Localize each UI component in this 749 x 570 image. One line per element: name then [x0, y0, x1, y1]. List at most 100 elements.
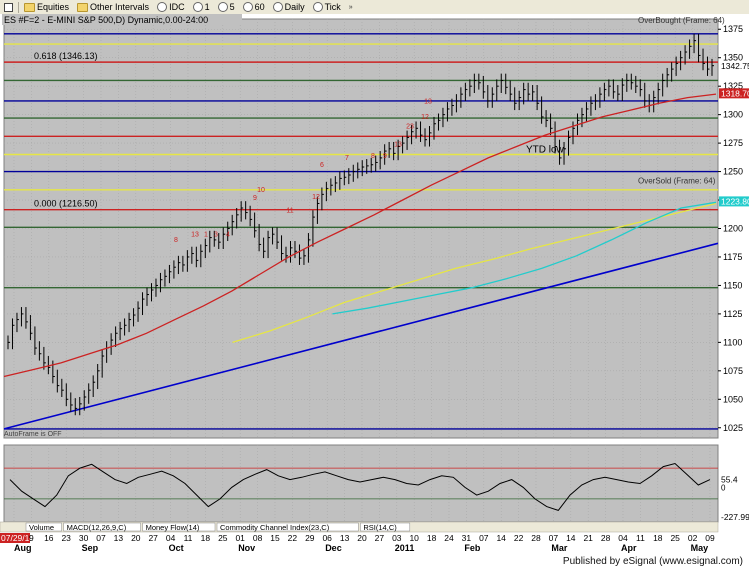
interval-60-label: 60	[254, 2, 265, 12]
oscillator-panel-background	[3, 444, 719, 523]
footer: Published by eSignal (www.esignal.com)	[0, 555, 749, 570]
price-marker-box	[719, 60, 749, 71]
y-tick-label: 1200	[723, 224, 743, 234]
chevron-right-icon: »	[348, 3, 353, 11]
price-marker-box	[719, 196, 749, 207]
autoframe-label: AutoFrame is OFF	[4, 431, 62, 438]
daily-button[interactable]: Daily	[269, 1, 309, 14]
interval-dot-icon	[217, 2, 228, 12]
x-tick-label: 31	[462, 533, 472, 543]
x-tick-label: 18	[201, 533, 211, 543]
oversold-label: OverSold (Frame: 64)	[638, 177, 716, 186]
sequence-count-label: 4	[226, 231, 230, 238]
x-month-label: May	[691, 543, 709, 553]
pin-icon	[4, 2, 13, 12]
indicator-tab-label: Commodity Channel Index(23,C)	[220, 523, 330, 532]
interval-dot-icon	[312, 2, 323, 12]
x-tick-label: 07	[549, 533, 559, 543]
other-intervals-folder-button[interactable]: Other Intervals	[73, 1, 153, 14]
x-tick-label: 09	[705, 533, 715, 543]
x-tick-label: 06	[322, 533, 332, 543]
x-tick-label: 23	[61, 533, 71, 543]
y-tick-label: 1125	[723, 309, 742, 319]
x-tick-label: 22	[514, 533, 524, 543]
equities-label: Equities	[37, 2, 70, 12]
y-tick-label: 1250	[723, 167, 743, 177]
interval-dot-icon	[242, 2, 253, 12]
x-tick-label: 14	[496, 533, 506, 543]
sequence-count-label: 9	[253, 195, 257, 202]
sequence-count-label: 7	[345, 155, 349, 162]
indicator-tab	[25, 522, 62, 532]
sequence-count-label: 13	[394, 142, 402, 149]
moving-average-line	[3, 93, 717, 378]
sequence-count-label: 6	[320, 162, 324, 169]
interval-1-button[interactable]: 1	[189, 1, 214, 14]
x-tick-label: 20	[131, 533, 141, 543]
x-tick-label: 13	[114, 533, 124, 543]
x-month-label: Nov	[238, 543, 255, 553]
x-month-label: Feb	[464, 543, 481, 553]
price-marker-label: 1342.75	[721, 61, 749, 71]
sequence-count-label: 13	[424, 98, 432, 105]
y-tick-label: 1100	[723, 337, 742, 347]
indicator-tab	[63, 522, 141, 532]
x-tick-label: 28	[601, 533, 611, 543]
trend-line	[3, 242, 719, 430]
x-tick-label: 24	[444, 533, 454, 543]
title-background	[2, 14, 242, 25]
interval-1-label: 1	[204, 2, 210, 12]
sequence-count-label: 23	[406, 123, 414, 130]
sequence-count-label: 12	[421, 114, 429, 121]
oscillator-current-value: 55.4	[721, 474, 738, 484]
interval-60-button[interactable]: 60	[239, 1, 269, 14]
sequence-count-label: 3	[214, 231, 218, 238]
equities-folder-button[interactable]: Equities	[20, 1, 73, 14]
x-tick-label: 20	[357, 533, 367, 543]
price-marker-label: 1318.70	[721, 88, 749, 98]
toolbar-overflow-button[interactable]: »	[345, 1, 357, 14]
x-tick-label: 30	[79, 533, 89, 543]
y-tick-label: 1325	[723, 81, 743, 91]
oscillator-lower-value: -227.99	[721, 512, 749, 522]
ytd-low-label: YTD low	[526, 144, 565, 155]
x-tick-label: 07/29/10	[1, 533, 34, 543]
x-tick-label: 11	[184, 533, 193, 543]
sequence-count-label: 8	[371, 153, 375, 160]
sequence-count-label: 10	[257, 187, 265, 194]
price-marker-label: 1223.80	[721, 196, 749, 206]
sequence-count-label: 13	[191, 231, 199, 238]
folder-icon	[77, 2, 89, 12]
moving-average-line	[332, 201, 717, 315]
x-tick-label: 21	[583, 533, 593, 543]
x-month-label: 2011	[395, 543, 415, 553]
interval-5-label: 5	[229, 2, 235, 12]
level-label: 0.618 (1346.13)	[34, 51, 98, 61]
tick-label: Tick	[324, 2, 341, 12]
sequence-count-label: 12	[312, 194, 320, 201]
x-tick-label: 15	[270, 533, 280, 543]
x-month-label: Aug	[14, 543, 32, 553]
sequence-count-label: 11	[286, 208, 293, 215]
x-tick-label: 25	[670, 533, 680, 543]
x-tick-label: 16	[44, 533, 54, 543]
x-tick-label: 27	[375, 533, 385, 543]
tick-button[interactable]: Tick	[309, 1, 345, 14]
sequence-count-label: 9	[383, 153, 387, 160]
overbought-label: OverBought (Frame: 64)	[638, 16, 725, 25]
daily-label: Daily	[284, 2, 305, 12]
moving-average-line	[232, 202, 717, 344]
price-marker-box	[719, 88, 749, 99]
x-tick-label: 01	[235, 533, 245, 543]
indicator-tab	[142, 522, 216, 532]
idc-button[interactable]: IDC	[153, 1, 189, 14]
interval-5-button[interactable]: 5	[214, 1, 239, 14]
x-month-label: Oct	[169, 543, 184, 553]
y-tick-label: 1050	[723, 394, 743, 404]
folder-icon	[24, 2, 35, 12]
pin-button[interactable]	[0, 1, 17, 14]
oscillator-lower-box	[719, 512, 749, 522]
y-tick-label: 1350	[723, 53, 743, 63]
x-tick-label: 14	[566, 533, 576, 543]
x-tick-label: 18	[427, 533, 437, 543]
